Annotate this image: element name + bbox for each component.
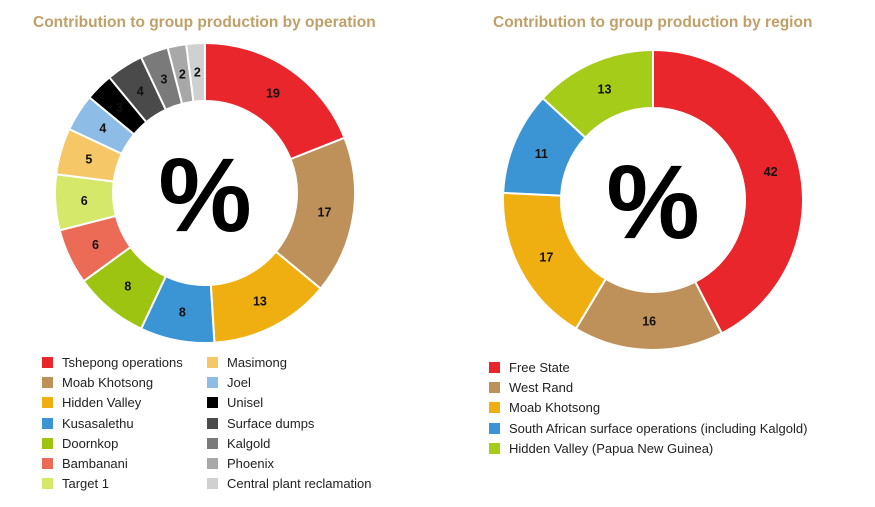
slice-label-moab-khotsong: 17 — [539, 251, 553, 265]
legend-item-moab-khotsong: Moab Khotsong — [489, 398, 807, 418]
legend-swatch — [207, 397, 218, 409]
slice-label-unisel: 3 — [116, 101, 123, 115]
legend-swatch — [42, 376, 53, 388]
legend-item-hidden-valley-papua-new-guinea: Hidden Valley (Papua New Guinea) — [489, 438, 807, 458]
center-percent-label: % — [606, 144, 699, 261]
legend-item-masimong: Masimong — [207, 352, 372, 372]
chart-title-region: Contribution to group production by regi… — [493, 14, 813, 31]
legend-item-kalgold: Kalgold — [207, 433, 372, 453]
legend-label: Doornkop — [62, 435, 119, 451]
legend-item-central-plant-reclamation: Central plant reclamation — [207, 474, 372, 494]
slice-label-west-rand: 16 — [642, 314, 656, 328]
slice-label-south-african-surface-operations-including-kalgold: 11 — [535, 147, 548, 161]
slice-label-target-1: 6 — [81, 194, 88, 208]
legend-swatch — [42, 356, 53, 368]
legend-item-unisel: Unisel — [207, 393, 372, 413]
legend-label: Phoenix — [227, 456, 274, 472]
slice-label-hidden-valley: 13 — [253, 294, 267, 308]
legend-item-doornkop: Doornkop — [42, 433, 183, 453]
chart-title-operation: Contribution to group production by oper… — [33, 14, 376, 31]
legend-label: Central plant reclamation — [227, 476, 372, 492]
legend-item-bambanani: Bambanani — [42, 453, 183, 473]
slice-label-surface-dumps: 4 — [137, 84, 144, 98]
legend-item-kusasalethu: Kusasalethu — [42, 413, 183, 433]
legend-label: Kalgold — [227, 435, 271, 451]
slice-label-tshepong-operations: 19 — [266, 86, 280, 100]
legend-item-west-rand: West Rand — [489, 377, 807, 397]
slice-hidden-valley-papua-new-guinea — [541, 48, 654, 139]
legend-item-phoenix: Phoenix — [207, 453, 372, 473]
legend-swatch — [42, 478, 53, 490]
legend-swatch — [42, 458, 53, 470]
legend-label: South African surface operations (includ… — [509, 420, 808, 436]
slice-label-phoenix: 2 — [179, 68, 186, 82]
legend-label: Hidden Valley — [62, 395, 142, 411]
slice-label-moab-khotsong: 17 — [318, 205, 332, 219]
legend-item-tshepong-operations: Tshepong operations — [42, 352, 183, 372]
legend-label: Moab Khotsong — [509, 400, 601, 416]
legend-swatch — [489, 422, 500, 434]
slice-label-masimong: 5 — [85, 153, 92, 167]
legend-item-moab-khotsong: Moab Khotsong — [42, 372, 183, 392]
legend-item-south-african-surface-operations-including-kalgold: South African surface operations (includ… — [489, 418, 807, 438]
legend-swatch — [207, 478, 218, 490]
legend-swatch — [489, 402, 500, 414]
legend-item-joel: Joel — [207, 372, 372, 392]
legend-label: Masimong — [227, 354, 287, 370]
legend-label: West Rand — [509, 379, 574, 395]
legend-swatch — [489, 442, 500, 454]
legend-label: Target 1 — [62, 476, 109, 492]
legend-swatch — [207, 356, 218, 368]
legend-item-free-state: Free State — [489, 357, 807, 377]
slice-label-central-plant-reclamation: 2 — [194, 66, 201, 80]
legend-region: Free State West Rand Moab Khotsong South Af… — [489, 357, 807, 458]
legend-item-target-1: Target 1 — [42, 474, 183, 494]
legend-label: Kusasalethu — [62, 415, 134, 431]
legend-label: Hidden Valley (Papua New Guinea) — [509, 440, 714, 456]
slice-label-bambanani: 6 — [92, 238, 99, 252]
legend-label: Joel — [227, 374, 251, 390]
slice-label-joel: 4 — [99, 122, 106, 136]
legend-swatch — [489, 381, 500, 393]
legend-swatch — [207, 376, 218, 388]
legend-swatch — [42, 437, 53, 449]
slice-label-free-state: 42 — [764, 165, 778, 179]
legend-swatch — [207, 417, 218, 429]
legend-swatch — [207, 458, 218, 470]
legend-item-hidden-valley: Hidden Valley — [42, 393, 183, 413]
legend-swatch — [42, 417, 53, 429]
center-percent-label: % — [158, 137, 251, 254]
legend-swatch — [207, 437, 218, 449]
slice-label-hidden-valley-papua-new-guinea: 13 — [598, 83, 612, 97]
slice-free-state — [652, 48, 804, 335]
legend-operation-column-b: Masimong Joel Unisel Surface dumps Kalgold Ph… — [207, 352, 372, 494]
legend-swatch — [42, 397, 53, 409]
legend-label: Tshepong operations — [62, 354, 183, 370]
legend-label: Surface dumps — [227, 415, 315, 431]
legend-swatch — [489, 361, 500, 373]
slice-label-kalgold: 3 — [161, 73, 168, 87]
slice-central-plant-reclamation — [185, 41, 206, 103]
slice-label-kusasalethu: 8 — [179, 305, 186, 319]
legend-label: Free State — [509, 359, 570, 375]
legend-label: Unisel — [227, 395, 264, 411]
legend-item-surface-dumps: Surface dumps — [207, 413, 372, 433]
slice-label-doornkop: 8 — [124, 280, 131, 294]
legend-label: Bambanani — [62, 456, 128, 472]
legend-label: Moab Khotsong — [62, 374, 154, 390]
legend-operation-column-a: Tshepong operations Moab Khotsong Hidden V… — [42, 352, 183, 494]
